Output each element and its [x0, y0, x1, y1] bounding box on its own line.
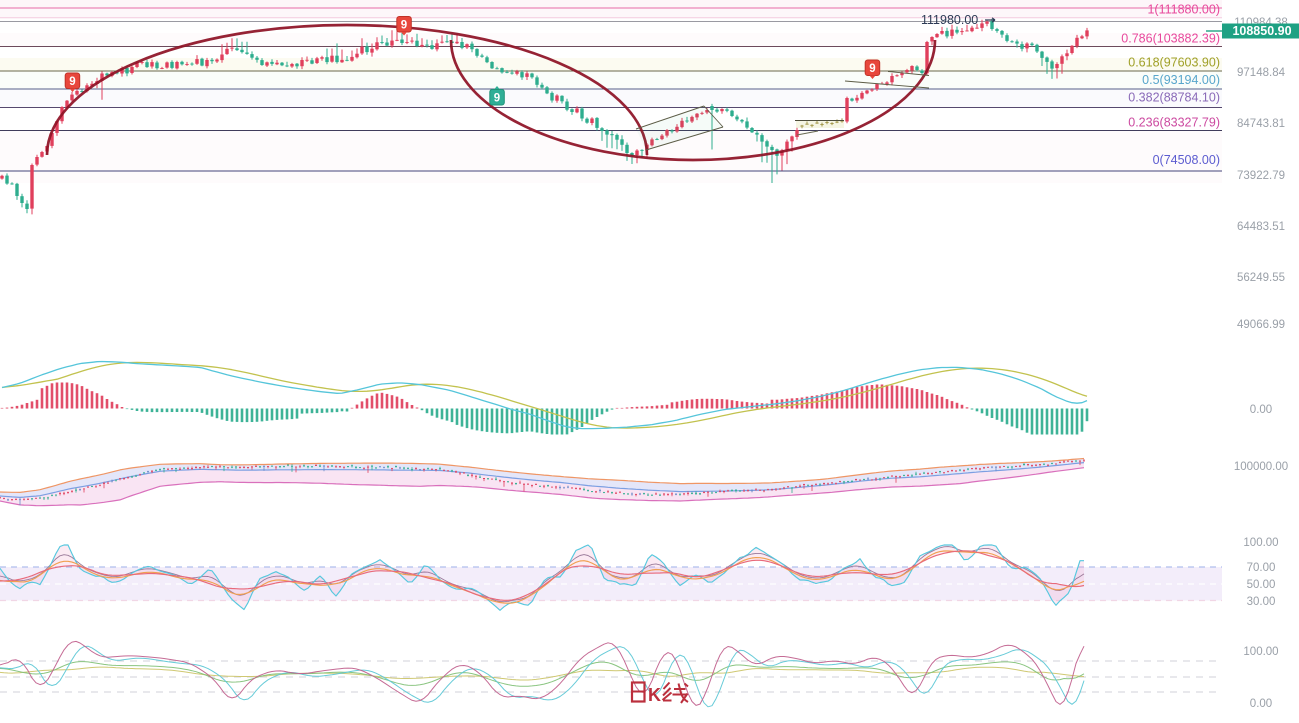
- svg-text:9: 9: [69, 76, 75, 88]
- svg-text:1(111880.00): 1(111880.00): [1147, 3, 1220, 17]
- svg-text:70.00: 70.00: [1247, 562, 1276, 574]
- svg-text:K: K: [648, 685, 661, 705]
- svg-text:56249.55: 56249.55: [1237, 272, 1285, 284]
- svg-text:9: 9: [869, 63, 875, 75]
- svg-text:0.00: 0.00: [1250, 404, 1272, 416]
- svg-text:100000.00: 100000.00: [1234, 461, 1288, 473]
- svg-text:111980.00: 111980.00: [921, 13, 978, 27]
- svg-text:73922.79: 73922.79: [1237, 170, 1285, 182]
- svg-text:30.00: 30.00: [1247, 596, 1276, 608]
- svg-text:0.236(83327.79): 0.236(83327.79): [1128, 116, 1220, 130]
- svg-text:0.00: 0.00: [1250, 698, 1272, 710]
- svg-text:0.786(103882.39): 0.786(103882.39): [1121, 32, 1220, 46]
- svg-text:9: 9: [401, 19, 407, 31]
- svg-text:49066.99: 49066.99: [1237, 319, 1285, 331]
- svg-text:108850.90: 108850.90: [1232, 24, 1291, 38]
- svg-text:97148.84: 97148.84: [1237, 67, 1286, 79]
- svg-text:0.618(97603.90): 0.618(97603.90): [1128, 56, 1220, 70]
- svg-text:100.00: 100.00: [1243, 537, 1278, 549]
- svg-text:0(74508.00): 0(74508.00): [1153, 153, 1220, 167]
- svg-text:100.00: 100.00: [1243, 646, 1278, 658]
- svg-text:84743.81: 84743.81: [1237, 118, 1285, 130]
- svg-text:64483.51: 64483.51: [1237, 221, 1285, 233]
- svg-text:9: 9: [494, 92, 500, 104]
- svg-text:0.5(93194.00): 0.5(93194.00): [1142, 73, 1220, 87]
- svg-text:0.382(88784.10): 0.382(88784.10): [1128, 91, 1220, 105]
- svg-text:50.00: 50.00: [1247, 579, 1276, 591]
